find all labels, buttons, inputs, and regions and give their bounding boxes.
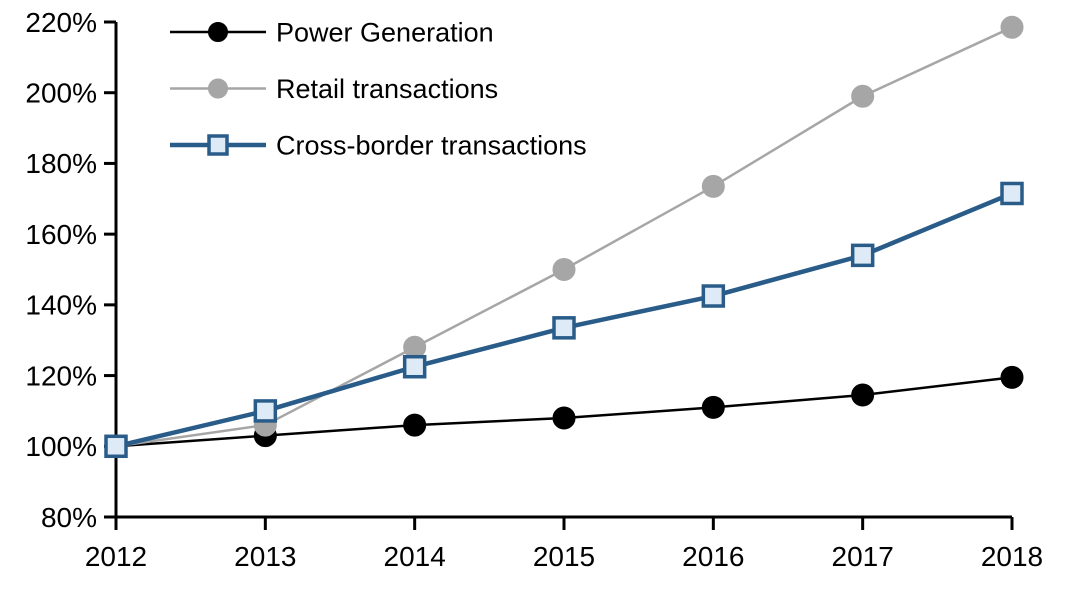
circle-marker-power-generation xyxy=(851,383,875,407)
circle-marker-power-generation xyxy=(701,395,725,419)
square-marker-legend-cross-border-transactions xyxy=(207,134,229,156)
circle-marker-legend-retail-transactions xyxy=(208,78,228,99)
y-tick-label: 80% xyxy=(41,502,97,533)
x-tick-label: 2017 xyxy=(832,541,894,572)
square-marker-cross-border-transactions xyxy=(402,354,427,379)
circle-marker-power-generation xyxy=(403,413,427,437)
square-marker-cross-border-transactions xyxy=(104,434,128,459)
circle-marker-retail-transactions xyxy=(552,258,576,281)
y-tick-label: 180% xyxy=(25,148,97,179)
square-marker-cross-border-transactions xyxy=(1000,181,1024,206)
x-tick-label: 2016 xyxy=(682,541,744,572)
y-tick-label: 140% xyxy=(25,290,97,321)
legend-label-power-generation: Power Generation xyxy=(276,17,494,47)
circle-marker-legend-power-generation xyxy=(208,22,228,42)
circle-marker-retail-transactions xyxy=(701,174,725,198)
square-marker-cross-border-transactions xyxy=(701,284,726,308)
circle-marker-retail-transactions xyxy=(851,84,875,108)
y-tick-label: 200% xyxy=(25,78,97,109)
x-tick-label: 2014 xyxy=(384,541,446,572)
series-line-retail-transactions xyxy=(114,26,1014,448)
x-tick-label: 2018 xyxy=(981,541,1043,572)
x-tick-label: 2015 xyxy=(533,541,595,572)
y-tick-label: 220% xyxy=(25,7,97,38)
y-tick-label: 120% xyxy=(25,360,97,391)
circle-marker-power-generation xyxy=(552,406,576,430)
square-marker-cross-border-transactions xyxy=(552,316,576,340)
square-marker-cross-border-transactions xyxy=(253,399,278,423)
legend-label-cross-border-transactions: Cross-border transactions xyxy=(276,130,587,160)
y-tick-label: 160% xyxy=(25,219,97,250)
circle-marker-retail-transactions xyxy=(1000,15,1024,39)
legend-label-retail-transactions: Retail transactions xyxy=(276,74,498,104)
circle-marker-power-generation xyxy=(1000,365,1024,389)
x-tick-label: 2012 xyxy=(85,541,147,572)
square-marker-cross-border-transactions xyxy=(850,243,875,268)
x-tick-label: 2013 xyxy=(234,541,296,572)
y-tick-label: 100% xyxy=(25,431,97,462)
